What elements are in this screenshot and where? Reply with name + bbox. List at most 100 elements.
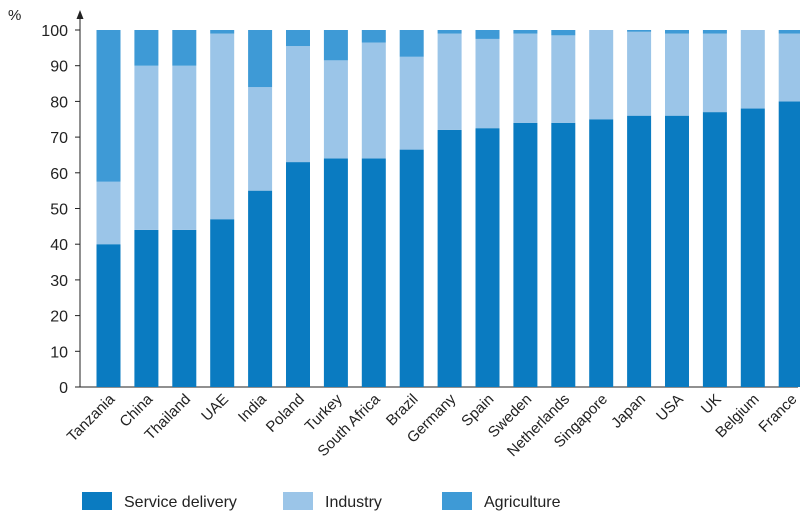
bar-segment [96,244,121,387]
bar-segment [665,30,689,34]
bar-group [437,30,462,387]
bar-segment [172,30,197,66]
bar-segment [399,30,424,57]
bar-group [740,30,765,387]
y-tick-label: 90 [50,59,68,76]
legend-swatch [442,492,472,510]
bar-group [513,30,538,387]
category-label: USA [653,391,687,425]
bar-segment [778,33,800,102]
bar-segment [437,129,462,387]
category-label: UK [698,391,725,418]
bar-segment [96,181,121,245]
y-tick-label: 70 [50,130,68,147]
bars [96,30,800,388]
legend-swatch [82,492,112,510]
y-tick-label: 100 [41,23,68,40]
legend: Service delivery Industry Agriculture [82,492,561,511]
bar-segment [248,87,273,191]
bar-segment [210,30,235,34]
bar-segment [665,115,689,388]
bar-group [399,30,424,387]
y-tick-label: 10 [50,344,68,361]
bar-group [96,30,121,387]
bar-segment [740,30,765,109]
bar-group [323,30,348,387]
bar-group [589,30,614,387]
bar-segment [361,158,386,387]
legend-label: Service delivery [124,494,237,511]
y-tick-label: 60 [50,166,68,183]
bar-segment [399,56,424,150]
bar-segment [248,190,273,387]
bar-group [286,30,310,387]
bar-segment [134,65,159,230]
y-tick-label: 30 [50,273,68,290]
bar-segment [437,33,462,130]
bar-group [551,30,576,387]
y-tick-label: 0 [59,380,68,397]
bar-segment [627,30,652,32]
bar-segment [323,60,348,159]
bar-segment [210,33,235,220]
bar-segment [702,30,727,34]
bar-group [172,30,197,387]
bar-group [665,30,689,388]
category-label: UAE [198,391,232,425]
bar-segment [96,30,121,182]
category-label: Japan [608,391,649,432]
bar-segment [361,30,386,43]
category-label: Poland [263,391,308,436]
legend-swatch [283,492,313,510]
bar-segment [627,31,652,116]
bar-segment [627,115,652,388]
bar-segment [589,119,614,387]
bar-segment [286,46,310,163]
bar-segment [475,38,500,129]
bar-group [475,30,500,388]
legend-item: Industry [283,492,382,511]
bar-segment [134,30,159,66]
legend-label: Industry [325,494,382,511]
bar-segment [172,65,197,230]
bar-segment [513,30,538,34]
bar-segment [286,30,310,47]
legend-label: Agriculture [484,494,561,511]
bar-segment [286,162,310,387]
bar-segment [323,158,348,387]
y-tick-label: 80 [50,94,68,111]
bar-segment [210,219,235,387]
bar-group [134,30,159,387]
bar-segment [134,229,159,387]
legend-item: Agriculture [442,492,561,511]
bar-segment [740,108,765,387]
bar-segment [589,30,614,120]
category-label: Tanzania [64,390,119,445]
y-tick-label: 50 [50,202,68,219]
bar-segment [778,30,800,34]
bar-segment [665,33,689,116]
bar-segment [551,35,576,123]
axes: 0 10 20 30 40 50 60 70 80 90 100 [41,10,798,397]
bar-segment [437,30,462,34]
bar-segment [399,149,424,387]
bar-segment [475,128,500,388]
bar-group [702,30,727,388]
bar-segment [513,33,538,123]
bar-segment [702,112,727,388]
bar-segment [172,229,197,387]
bar-segment [551,122,576,387]
bar-group [778,30,800,388]
bar-segment [248,30,273,88]
legend-item: Service delivery [82,492,237,511]
bar-segment [551,30,576,36]
y-unit-label: % [8,7,21,24]
bar-segment [361,42,386,159]
bar-segment [323,30,348,61]
bar-group [210,30,235,387]
bar-segment [778,101,800,388]
bar-segment [475,30,500,39]
y-axis-arrow [76,10,84,19]
category-label: France [755,391,800,436]
